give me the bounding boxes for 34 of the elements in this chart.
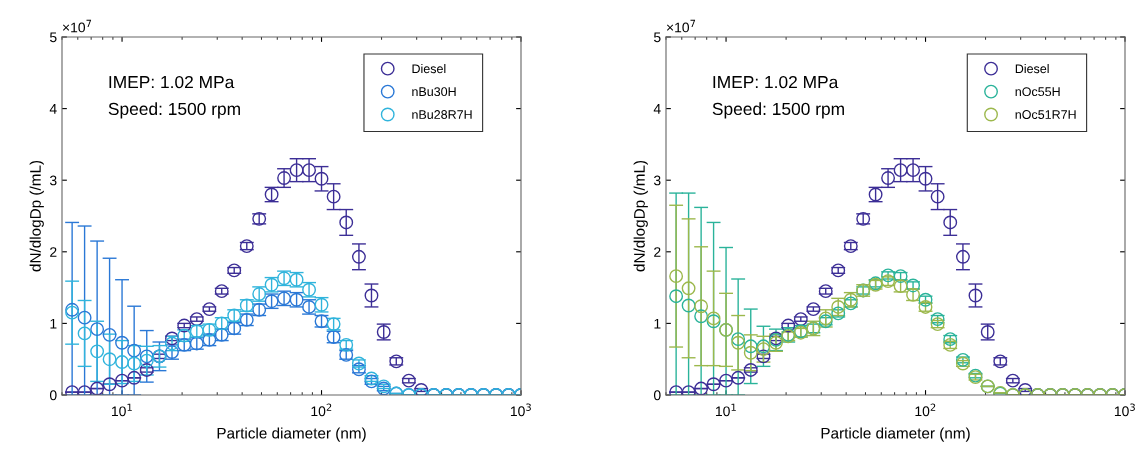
text: ×10$^{7}$ [666,19,696,33]
legend-label: nBu28R7H [412,110,472,119]
y-tick-label: 0 [49,390,57,401]
legend-label: nOc55H [1015,87,1060,97]
y-tick-label: 4 [653,104,661,114]
x-tick-label: 10$^{1}$ [716,403,736,417]
x-axis-title: Particle diameter (nm) [821,427,970,442]
annotation: IMEP: 1.02 MPa [713,75,839,89]
legend-label: nOc51R7H [1015,110,1076,119]
annotation: Speed: 1500 rpm [108,102,240,119]
y-tick-label: 5 [653,32,661,43]
y-tick-label: 3 [49,175,57,186]
y-axis-title: dN/dlogDp (/mL) [633,160,648,272]
legend-label: nBu30H [412,87,456,97]
y-tick-label: 1 [50,318,57,329]
y-tick-label: 5 [49,32,57,43]
y-tick-label: 3 [653,175,661,186]
y-tick-label: 4 [49,104,57,114]
legend-label: Diesel [412,63,446,74]
text: ×10$^{7}$ [62,19,92,33]
x-tick-label: 10$^{2}$ [311,403,332,417]
y-axis-title: dN/dlogDp (/mL) [29,160,44,272]
y-tick-label: 2 [50,247,57,257]
y-tick-label: 0 [653,390,661,401]
x-tick-label: 10$^{3}$ [1114,403,1135,417]
y-tick-label: 1 [654,318,661,329]
x-tick-label: 10$^{2}$ [915,403,936,417]
annotation: Speed: 1500 rpm [712,102,844,119]
annotation: IMEP: 1.02 MPa [109,75,235,89]
legend-label: Diesel [1015,63,1049,74]
y-tick-label: 2 [654,247,661,257]
x-tick-label: 10$^{1}$ [112,403,132,417]
x-tick-label: 10$^{3}$ [510,403,531,417]
x-axis-title: Particle diameter (nm) [217,427,366,442]
